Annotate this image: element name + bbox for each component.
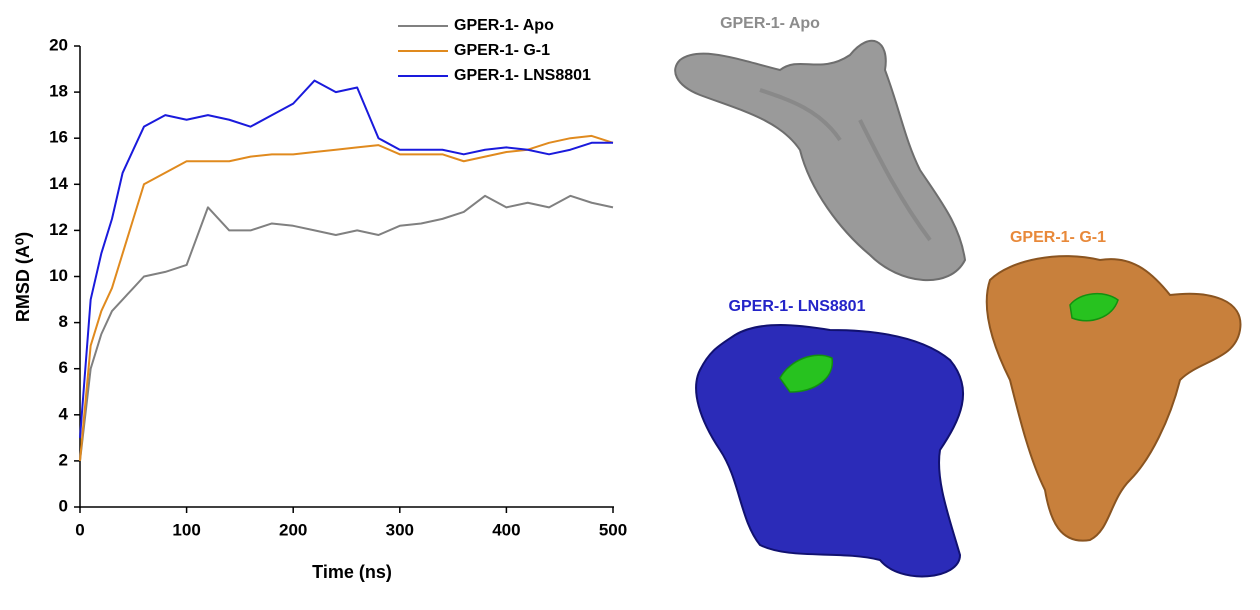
g1-structure [985,255,1242,542]
y-tick-label: 0 [59,496,68,515]
y-tick-label: 16 [49,128,68,147]
lns8801-structure [695,324,965,578]
x-tick-label: 200 [279,520,307,539]
apo-structure [674,39,967,281]
series-line [79,194,614,462]
y-tick-label: 4 [59,404,69,423]
y-tick-label: 8 [59,312,68,331]
x-axis-label: Time (ns) [312,562,392,582]
y-tick-label: 12 [49,220,68,239]
x-tick-label: 400 [492,520,520,539]
y-tick-label: 14 [49,174,68,193]
structure-label: GPER-1- G-1 [1010,229,1106,246]
structure-label: GPER-1- Apo [720,15,820,32]
y-tick-label: 20 [49,35,68,54]
x-tick-label: 100 [172,520,200,539]
y-axis-label: RMSD (A⁰) [13,232,33,322]
legend-label: GPER-1- LNS8801 [454,67,591,84]
series-line [79,79,613,438]
x-tick-label: 300 [386,520,414,539]
y-tick-label: 2 [59,450,68,469]
series-line [79,134,614,461]
legend-label: GPER-1- G-1 [454,42,550,59]
x-tick-label: 500 [599,520,627,539]
y-tick-label: 18 [49,82,68,101]
y-tick-label: 6 [59,358,68,377]
legend-label: GPER-1- Apo [454,17,554,34]
y-tick-label: 10 [49,266,68,285]
structure-label: GPER-1- LNS8801 [729,298,866,315]
x-tick-label: 0 [75,520,84,539]
